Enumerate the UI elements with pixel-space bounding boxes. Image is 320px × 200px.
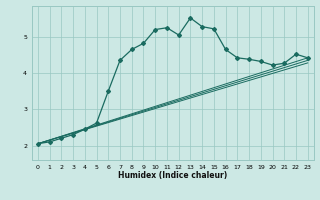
X-axis label: Humidex (Indice chaleur): Humidex (Indice chaleur) — [118, 171, 228, 180]
